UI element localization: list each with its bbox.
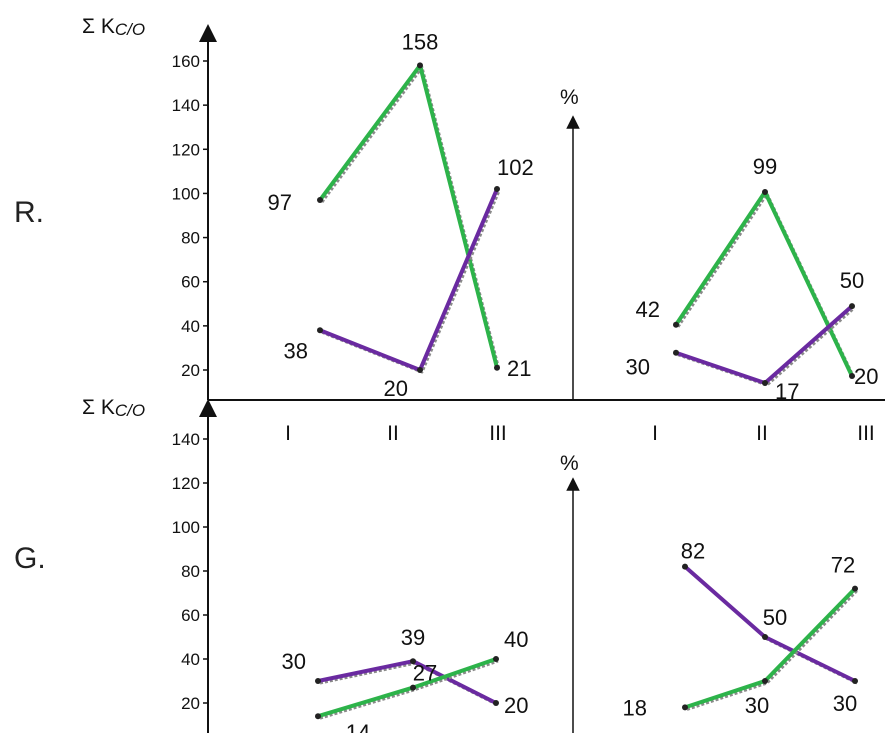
data-point xyxy=(493,700,499,706)
panel-top-right: 42 99 20 30 17 50 xyxy=(626,154,879,404)
data-label: 20 xyxy=(384,376,408,401)
bottom-left-y-ticks: 20 40 60 80 100 120 140 xyxy=(172,430,208,713)
data-point xyxy=(682,563,688,570)
y-tick-label: 100 xyxy=(172,184,200,203)
axes xyxy=(199,24,885,733)
series-line-shadow xyxy=(320,65,501,371)
row-label-g: G. xyxy=(14,542,46,575)
category-label-right-3: III xyxy=(857,422,875,445)
data-label: 97 xyxy=(268,190,292,215)
data-label: 99 xyxy=(753,154,777,179)
data-label: 27 xyxy=(413,661,437,686)
series-line-shadow xyxy=(686,589,859,711)
data-label: 20 xyxy=(854,364,878,389)
category-label-right-1: I xyxy=(652,422,658,445)
data-point xyxy=(317,327,323,334)
row-label-r: R. xyxy=(14,196,44,229)
y-tick-label: 20 xyxy=(181,694,200,713)
y-tick-label: 80 xyxy=(181,562,200,581)
top-left-y-ticks: 20 40 60 80 100 120 140 160 xyxy=(172,52,208,380)
data-label: 17 xyxy=(775,379,799,404)
series-line-shadow xyxy=(676,192,856,379)
y-tick-label: 120 xyxy=(172,474,200,493)
y-tick-label: 20 xyxy=(181,361,200,380)
category-label-left-3: III xyxy=(489,422,507,445)
y-tick-label: 140 xyxy=(172,430,200,449)
x-category-labels: I II III I II III xyxy=(285,422,875,445)
top-left-ylabel: Σ KC/O xyxy=(82,15,145,39)
top-right-ylabel: % xyxy=(560,86,579,109)
series-line-shadow xyxy=(321,190,501,374)
data-point xyxy=(673,349,679,356)
category-label-right-2: II xyxy=(756,422,768,445)
data-label: 21 xyxy=(507,356,531,381)
data-point xyxy=(852,678,858,684)
data-label: 30 xyxy=(745,693,769,718)
data-point xyxy=(417,62,423,69)
data-label: 42 xyxy=(636,297,660,322)
panel-bottom-left: 30 39 20 14 27 40 xyxy=(282,625,529,733)
data-label: 158 xyxy=(402,29,439,54)
data-label: 102 xyxy=(497,155,534,180)
data-point xyxy=(762,678,768,684)
data-point xyxy=(762,189,768,195)
data-label: 30 xyxy=(833,691,857,716)
data-label: 82 xyxy=(681,539,705,564)
y-tick-label: 40 xyxy=(181,650,200,669)
bottom-left-ylabel: Σ KC/O xyxy=(82,396,145,420)
data-point xyxy=(315,678,321,684)
data-point xyxy=(417,367,423,373)
data-label: 72 xyxy=(831,553,855,578)
data-label: 38 xyxy=(284,338,308,363)
category-label-left-2: II xyxy=(387,422,399,445)
data-point xyxy=(410,658,416,665)
data-point xyxy=(317,197,323,204)
y-tick-label: 160 xyxy=(172,52,200,71)
series-line-shadow xyxy=(677,307,855,387)
data-label: 20 xyxy=(504,693,528,718)
data-label: 30 xyxy=(282,649,306,674)
series-line-green xyxy=(674,190,854,379)
data-label: 50 xyxy=(840,268,864,293)
data-label: 14 xyxy=(346,720,370,733)
data-point xyxy=(410,684,416,691)
series-line-purple xyxy=(318,187,499,372)
series-line-green xyxy=(318,63,499,370)
data-label: 39 xyxy=(401,625,425,650)
data-point xyxy=(493,656,499,662)
y-tick-label: 100 xyxy=(172,518,200,537)
data-point xyxy=(849,303,855,310)
y-tick-label: 80 xyxy=(181,229,200,248)
data-point xyxy=(849,373,855,380)
data-point xyxy=(315,713,321,720)
data-point xyxy=(673,321,679,328)
data-point xyxy=(852,585,858,592)
data-point xyxy=(494,186,500,193)
y-tick-label: 60 xyxy=(181,273,200,292)
data-point xyxy=(762,634,768,640)
y-tick-label: 140 xyxy=(172,96,200,115)
series-line-shadow xyxy=(319,659,499,720)
data-point xyxy=(494,364,500,371)
data-label: 50 xyxy=(763,605,787,630)
data-label: 18 xyxy=(623,695,647,720)
bottom-right-ylabel: % xyxy=(560,452,579,475)
data-point xyxy=(762,380,768,386)
panel-top-left: 97 158 21 38 20 102 xyxy=(268,29,534,401)
data-label: 30 xyxy=(626,355,650,380)
y-tick-label: 60 xyxy=(181,606,200,625)
category-label-left-1: I xyxy=(285,422,291,445)
y-tick-label: 40 xyxy=(181,317,200,336)
data-point xyxy=(682,704,688,711)
data-label: 40 xyxy=(504,627,528,652)
panel-bottom-right: 82 50 30 18 30 72 xyxy=(623,539,859,720)
y-tick-label: 120 xyxy=(172,140,200,159)
